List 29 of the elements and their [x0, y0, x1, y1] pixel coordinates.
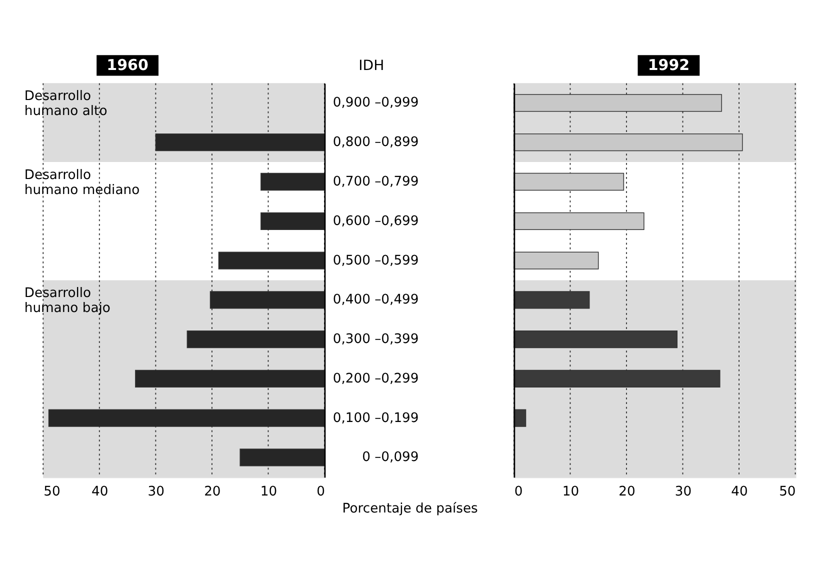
- x-tick-label: 40: [92, 484, 108, 500]
- x-tick-label: 20: [204, 484, 221, 500]
- y-tick-label: 0,600 –0,699: [332, 214, 419, 229]
- y-tick-label: 0,200 –0,299: [332, 371, 419, 386]
- x-tick-label: 20: [618, 484, 636, 500]
- x-tick-label: 10: [562, 484, 580, 500]
- y-tick-label: 0,100 –0,199: [332, 410, 419, 426]
- y-tick-label: 0 –0,099: [362, 450, 419, 466]
- y-tick-label: 0,800 –0,899: [332, 135, 419, 150]
- band-label: Desarrollo humano alto: [24, 89, 108, 120]
- y-tick-label: 0,700 –0,799: [332, 174, 419, 190]
- x-tick-label: 10: [260, 484, 278, 500]
- y-tick-label: 0,500 –0,599: [332, 253, 419, 268]
- x-tick-label: 50: [779, 484, 796, 500]
- y-tick-label: 0,400 –0,499: [332, 292, 419, 308]
- y-tick-label: 0,300 –0,399: [332, 332, 419, 348]
- x-tick-label: 40: [731, 484, 748, 500]
- x-axis-title: Porcentaje de países: [342, 501, 478, 516]
- band-label: Desarrollo humano mediano: [24, 168, 140, 198]
- x-tick-label: 0: [514, 484, 523, 500]
- chart-title: 1992: [648, 56, 690, 74]
- y-tick-label: 0,900 –0,999: [332, 96, 419, 111]
- x-tick-label: 0: [316, 484, 325, 500]
- x-tick-label: 30: [148, 484, 165, 500]
- band-label: Desarrollo humano bajo: [24, 286, 110, 316]
- y-axis-title: IDH: [358, 58, 384, 74]
- x-tick-label: 50: [44, 484, 60, 500]
- x-tick-label: 30: [674, 484, 692, 500]
- chart-title: 1960: [106, 56, 148, 74]
